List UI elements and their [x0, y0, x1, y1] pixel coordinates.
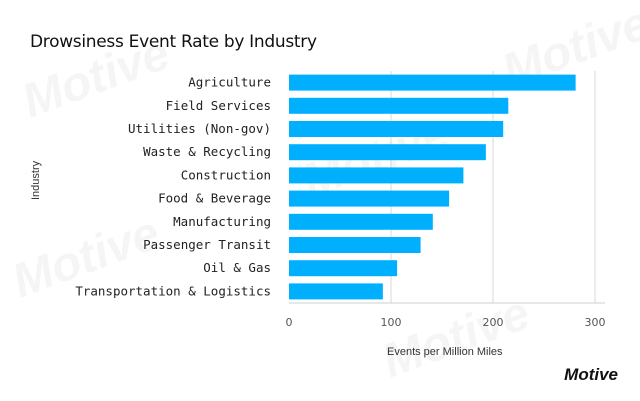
bar [289, 121, 504, 137]
category-label: Manufacturing [173, 214, 271, 229]
category-label: Utilities (Non-gov) [128, 121, 271, 136]
category-label: Transportation & Logistics [75, 283, 271, 298]
bar [289, 74, 576, 91]
bar [289, 283, 383, 300]
bar [289, 213, 433, 230]
x-axis-label: Events per Million Miles [387, 346, 503, 358]
x-tick-label: 100 [381, 316, 402, 329]
x-tick-label: 0 [286, 316, 293, 329]
motive-logo: Motive [564, 365, 618, 384]
x-tick-label: 200 [483, 316, 504, 329]
bar [289, 167, 464, 184]
x-tick-label: 300 [585, 316, 606, 329]
bar [289, 260, 398, 277]
category-label: Passenger Transit [143, 237, 271, 252]
bar [289, 237, 421, 253]
bar [289, 190, 450, 207]
bar [289, 97, 509, 114]
category-label: Agriculture [188, 75, 271, 90]
chart-title: Drowsiness Event Rate by Industry [30, 32, 317, 52]
bar [289, 144, 486, 161]
category-label: Oil & Gas [203, 260, 271, 275]
category-label: Construction [181, 167, 271, 182]
category-label: Food & Beverage [158, 191, 271, 206]
category-label: Field Services [166, 98, 271, 113]
category-label: Waste & Recycling [143, 144, 271, 159]
